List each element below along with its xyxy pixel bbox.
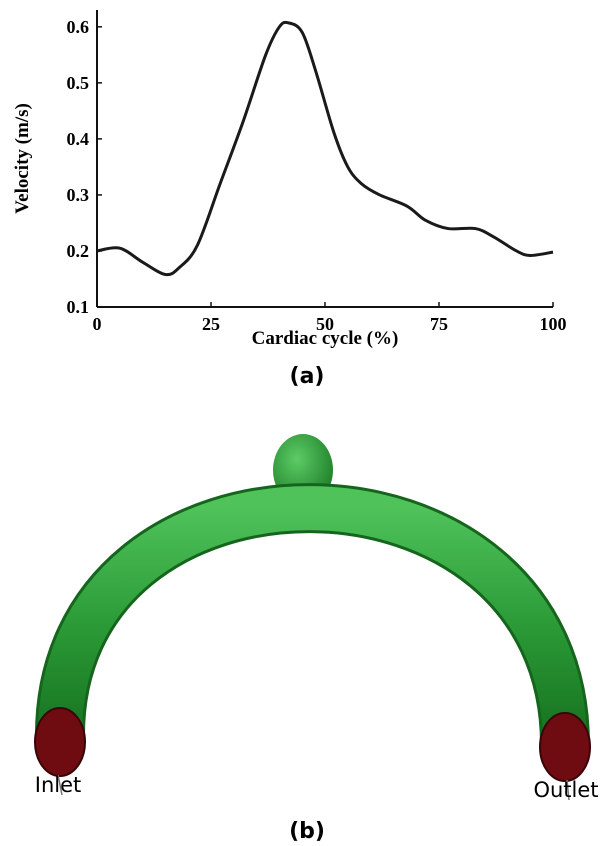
- x-tick-label: 25: [202, 314, 220, 334]
- x-tick-label: 0: [93, 314, 102, 334]
- panel-label: (b): [289, 819, 325, 844]
- chart-a: 0.1 0.2 0.3 0.4 0.5 0.6 0 25 50 75 100 Cardiac cycl…: [12, 10, 567, 349]
- y-tick-label: 0.4: [67, 129, 90, 149]
- y-axis-label: Velocity (m/s): [12, 103, 33, 214]
- outlet-cap: [539, 712, 591, 782]
- outlet-label: Outlet: [533, 778, 598, 802]
- vessel-illustration: [34, 434, 591, 801]
- inlet-cap: [34, 707, 86, 777]
- data-line: [96, 20, 554, 277]
- y-tick-label: 0.1: [67, 297, 90, 317]
- vessel: [37, 486, 587, 746]
- y-tick-label: 0.6: [67, 17, 90, 37]
- x-axis-label: Cardiac cycle (%): [252, 328, 399, 349]
- x-tick-label: 50: [316, 314, 334, 334]
- x-tick-label: 75: [430, 314, 448, 334]
- outlet-arrow: [566, 779, 570, 801]
- x-tick-label: 100: [540, 314, 567, 334]
- panel-label: (a): [290, 364, 325, 389]
- y-tick-label: 0.5: [67, 73, 90, 93]
- y-tick-label: 0.3: [67, 185, 90, 205]
- y-tick-label: 0.2: [67, 241, 90, 261]
- inlet-label: Inlet: [35, 773, 82, 797]
- inlet-arrow: [57, 774, 63, 796]
